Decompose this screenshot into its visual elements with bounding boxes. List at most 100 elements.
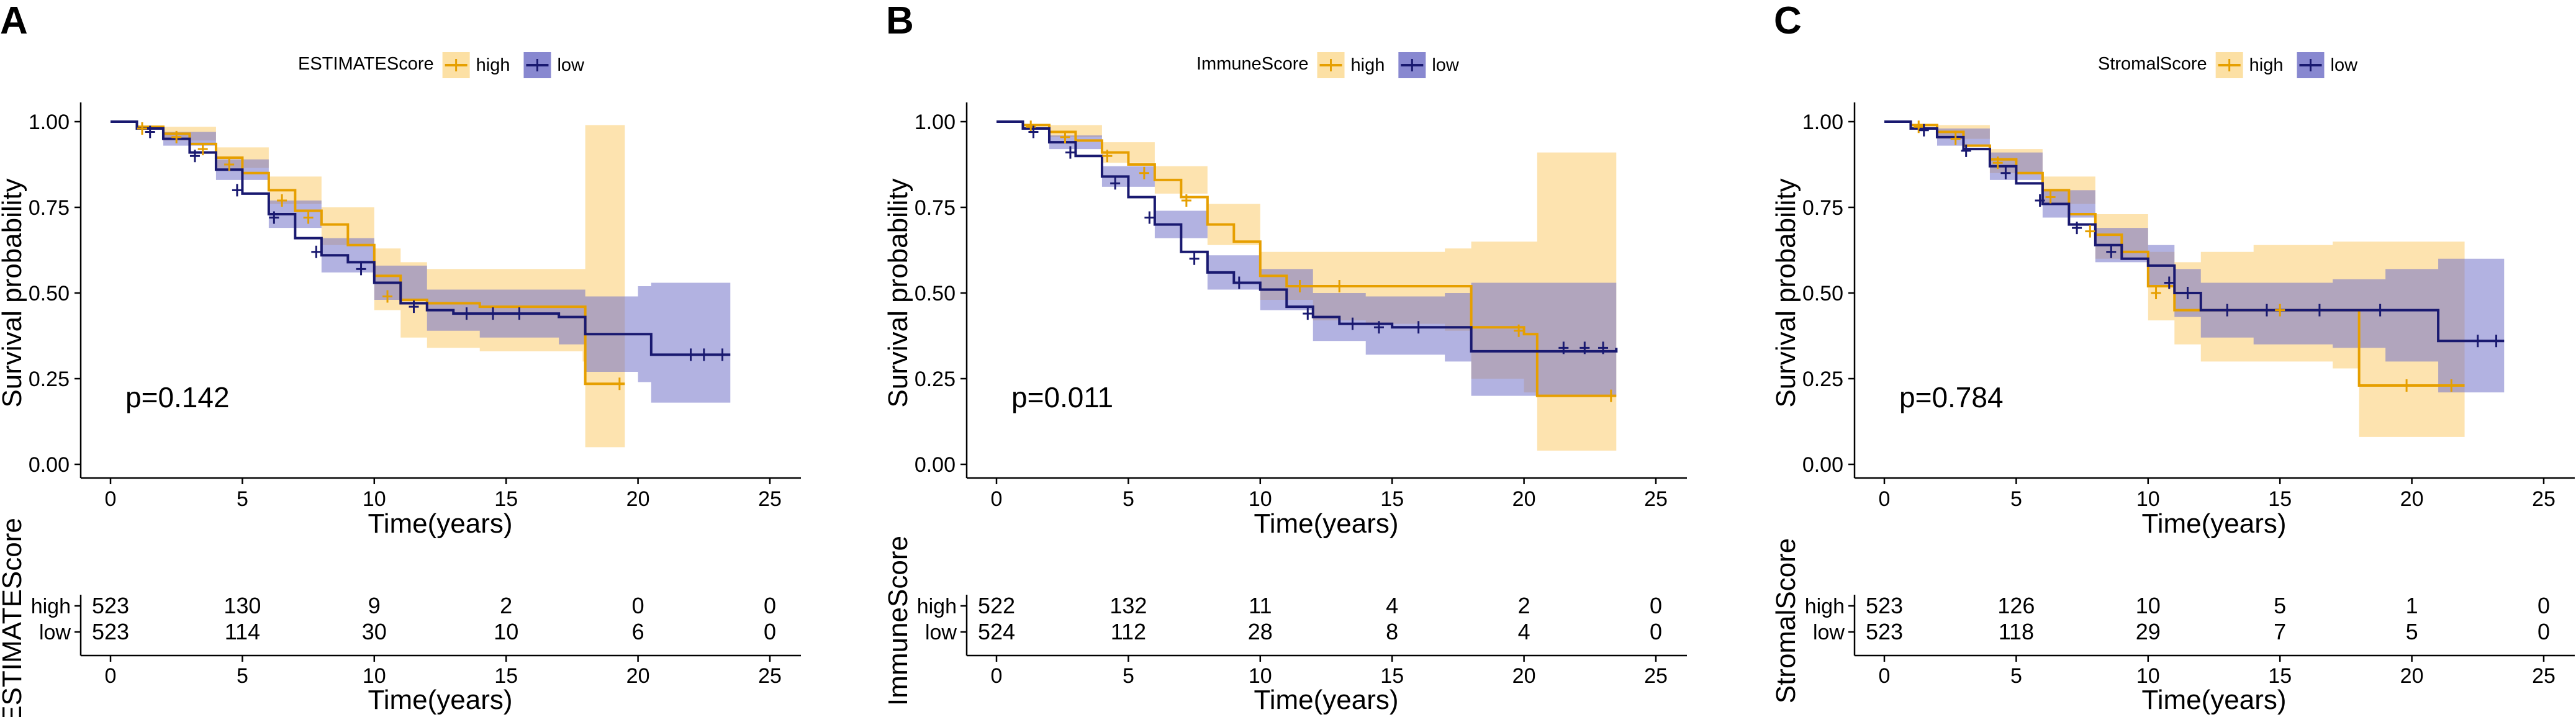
risk-count-low: 28 <box>1248 619 1273 644</box>
y-tick-label: 0.00 <box>915 453 956 477</box>
censor-mark-high <box>1139 166 1149 179</box>
y-tick-label: 1.00 <box>29 110 70 134</box>
risk-x-tick-label: 15 <box>2268 664 2292 688</box>
x-tick-label: 5 <box>2010 487 2022 511</box>
x-tick-label: 25 <box>1644 487 1668 511</box>
censor-mark-high <box>1102 150 1113 163</box>
risk-count-low: 10 <box>494 619 518 644</box>
x-tick-label: 0 <box>1879 487 1891 511</box>
censor-mark-low <box>2035 194 2045 207</box>
legend-key-high: high <box>1317 52 1385 78</box>
legend-label-low: low <box>557 55 585 75</box>
censor-mark-low <box>2182 287 2193 299</box>
censor-mark-low <box>1028 125 1039 138</box>
x-tick-label: 15 <box>494 487 518 511</box>
censor-mark-high <box>197 143 208 156</box>
risk-x-axis-title: Time(years) <box>2141 685 2286 715</box>
censor-mark-high <box>2045 191 2056 204</box>
censor-mark-high <box>1914 120 1924 133</box>
x-tick-label: 0 <box>991 487 1003 511</box>
censor-mark-high <box>303 211 314 224</box>
risk-count-high: 2 <box>1518 593 1530 618</box>
censor-mark-low <box>717 348 728 361</box>
risk-count-low: 112 <box>1111 619 1146 644</box>
risk-count-low: 523 <box>1866 619 1903 644</box>
risk-x-tick-label: 25 <box>758 664 782 688</box>
censor-mark-low <box>2106 245 2117 258</box>
x-axis-title: Time(years) <box>368 508 512 539</box>
legend-key-low: low <box>523 52 585 78</box>
censor-mark-high <box>2085 225 2095 238</box>
risk-count-low: 6 <box>632 619 644 644</box>
risk-group-label-high: high <box>917 595 957 618</box>
censor-mark-low <box>409 300 419 313</box>
risk-count-low: 114 <box>225 619 260 644</box>
censor-mark-high <box>2275 304 2285 317</box>
legend-key-high: high <box>442 52 510 78</box>
risk-x-tick-label: 15 <box>1380 664 1404 688</box>
censor-mark-low <box>145 125 155 138</box>
censor-mark-low <box>2491 335 2501 348</box>
risk-count-high: 11 <box>1249 593 1272 618</box>
y-tick-label: 0.25 <box>29 368 70 391</box>
x-tick-label: 10 <box>1249 487 1272 511</box>
risk-group-label-high: high <box>1805 595 1845 618</box>
risk-count-low: 0 <box>1650 619 1662 644</box>
censor-mark-low <box>232 184 242 197</box>
censor-mark-low <box>1347 317 1358 330</box>
risk-x-tick-label: 5 <box>2010 664 2022 688</box>
x-tick-label: 15 <box>2268 487 2292 511</box>
risk-group-label-low: low <box>1813 621 1845 644</box>
risk-count-low: 0 <box>764 619 776 644</box>
censor-mark-high <box>2402 379 2412 392</box>
risk-count-low: 0 <box>2538 619 2550 644</box>
censor-mark-low <box>1961 144 1971 157</box>
censor-mark-low <box>2000 166 2011 179</box>
risk-x-tick-label: 25 <box>1644 664 1668 688</box>
censor-mark-low <box>2375 304 2385 317</box>
x-tick-label: 10 <box>2136 487 2160 511</box>
censor-mark-low <box>1598 341 1609 354</box>
censor-mark-low <box>1234 276 1244 289</box>
panel-letter: C <box>1774 0 1802 42</box>
censor-mark-low <box>2314 304 2325 317</box>
censor-mark-high <box>1181 194 1191 207</box>
risk-count-high: 522 <box>978 593 1015 618</box>
legend-label-low: low <box>2331 55 2359 75</box>
y-axis-title: Survival probability <box>1771 178 1801 407</box>
censor-mark-low <box>1110 177 1121 190</box>
censor-mark-low <box>685 348 696 361</box>
censor-mark-high <box>171 130 182 143</box>
censor-mark-low <box>1918 124 1929 137</box>
censor-mark-high <box>137 122 147 135</box>
censor-mark-low <box>514 307 525 320</box>
legend: ImmuneScore high low <box>1196 52 1460 78</box>
risk-x-tick-label: 15 <box>494 664 518 688</box>
censor-mark-low <box>698 348 709 361</box>
y-tick-label: 0.50 <box>1802 282 1843 305</box>
y-tick-label: 0.50 <box>29 282 70 305</box>
censor-mark-high <box>277 194 287 207</box>
risk-x-tick-label: 0 <box>105 664 117 688</box>
x-tick-label: 15 <box>1380 487 1404 511</box>
censor-mark-low <box>2472 335 2483 348</box>
risk-count-low: 5 <box>2406 619 2418 644</box>
censor-mark-low <box>461 307 472 320</box>
x-axis-title: Time(years) <box>1254 508 1398 539</box>
risk-count-high: 0 <box>2538 593 2550 618</box>
risk-group-label-low: low <box>925 621 957 644</box>
survival-curve-low <box>111 120 731 356</box>
y-tick-label: 1.00 <box>1802 110 1843 134</box>
y-tick-label: 0.00 <box>29 453 70 477</box>
censor-mark-high <box>1514 324 1524 337</box>
risk-count-low: 30 <box>362 619 387 644</box>
risk-count-high: 10 <box>2136 593 2161 618</box>
legend-key-low: low <box>1398 52 1460 78</box>
risk-x-tick-label: 20 <box>626 664 650 688</box>
censor-mark-high <box>1992 156 2003 169</box>
risk-count-high: 2 <box>500 593 512 618</box>
censor-mark-low <box>1303 307 1313 320</box>
